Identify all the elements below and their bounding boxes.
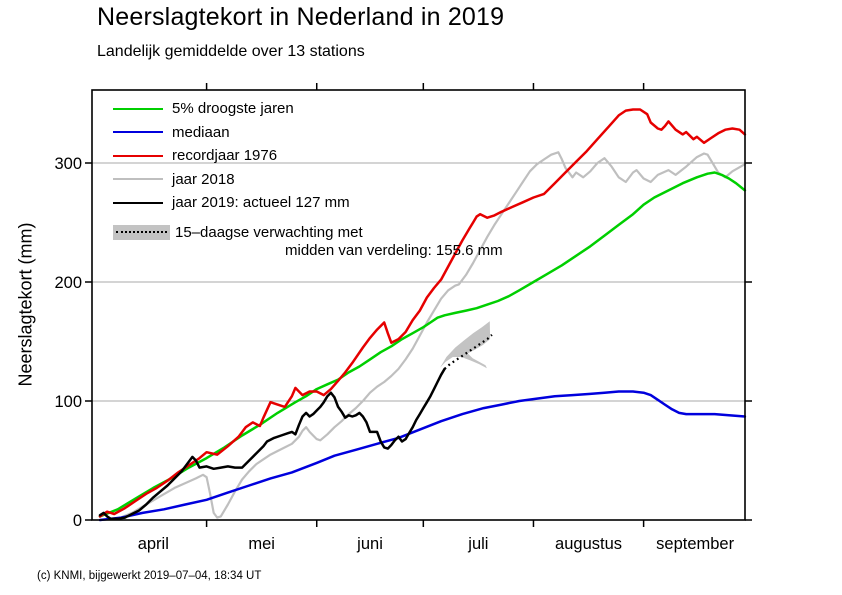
chart-subtitle: Landelijk gemiddelde over 13 stations <box>97 43 365 60</box>
y-axis-tick-label-0: 0 <box>73 512 82 530</box>
x-axis-label-juli: juli <box>467 535 488 553</box>
forecast-band <box>438 321 491 371</box>
plot-frame <box>91 89 746 521</box>
series-droogste5 <box>98 171 747 518</box>
series-record1976 <box>98 108 747 518</box>
series-mediaan <box>98 390 747 522</box>
x-axis-label-mei: mei <box>248 535 275 553</box>
y-axis-title: Neerslagtekort (mm) <box>15 222 36 387</box>
copyright-note: (c) KNMI, bijgewerkt 2019–07–04, 18:34 U… <box>37 570 262 582</box>
y-axis-tick-label-300: 300 <box>54 155 82 173</box>
x-axis-label-augustus: augustus <box>555 535 622 553</box>
series-verwachting <box>443 333 493 370</box>
y-axis-tick-label-100: 100 <box>54 393 82 411</box>
x-axis-label-april: april <box>138 535 169 553</box>
x-axis-label-juni: juni <box>356 535 383 553</box>
chart-title: Neerslagtekort in Nederland in 2019 <box>97 3 505 31</box>
series-jaar2019 <box>98 367 446 521</box>
x-axis-label-september: september <box>656 535 734 553</box>
y-axis-tick-label-200: 200 <box>54 274 82 292</box>
